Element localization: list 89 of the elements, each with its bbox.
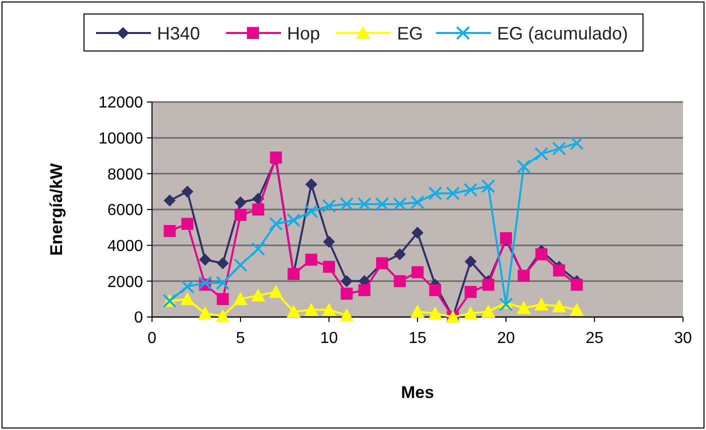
point — [570, 302, 584, 316]
x-tick-label: 10 — [320, 330, 338, 347]
point — [340, 308, 354, 322]
point — [552, 299, 566, 312]
point — [305, 254, 318, 266]
point — [429, 284, 442, 296]
point — [164, 225, 176, 237]
point — [410, 195, 424, 210]
point — [464, 182, 478, 197]
point — [428, 186, 442, 200]
point — [553, 264, 566, 276]
point — [534, 146, 548, 161]
y-tick-label: 10000 — [98, 130, 144, 148]
point — [216, 309, 230, 322]
point — [216, 257, 229, 270]
point — [552, 142, 566, 156]
point — [412, 226, 424, 239]
point — [234, 258, 248, 272]
legend-label: EG (acumulado) — [497, 23, 628, 44]
legend-label: H340 — [157, 23, 200, 44]
y-tick-label: 8000 — [107, 166, 144, 184]
point — [286, 304, 301, 318]
point — [482, 278, 494, 291]
point — [304, 302, 318, 316]
point — [410, 304, 424, 318]
x-tick-label: 0 — [148, 330, 157, 347]
point — [570, 278, 583, 291]
point — [252, 204, 264, 216]
point — [199, 254, 212, 266]
point — [234, 196, 246, 208]
point — [534, 297, 548, 310]
point — [428, 306, 442, 320]
point — [181, 218, 194, 230]
point — [375, 197, 390, 212]
point — [251, 288, 266, 302]
point — [323, 236, 335, 248]
point — [286, 213, 301, 228]
point — [516, 160, 531, 174]
point — [198, 276, 212, 290]
x-tick-label: 25 — [586, 330, 604, 347]
y-tick-label: 12000 — [98, 94, 144, 112]
point — [340, 197, 354, 212]
point — [394, 248, 406, 260]
y-axis-title: Energía/kW — [47, 162, 66, 256]
point — [340, 288, 353, 300]
point — [216, 293, 229, 306]
x-tick-label: 15 — [408, 330, 426, 347]
point — [535, 248, 548, 260]
point — [322, 198, 336, 213]
legend-label: Hop — [287, 23, 320, 44]
point — [358, 284, 370, 296]
point — [394, 275, 406, 288]
point — [481, 304, 496, 318]
point — [392, 197, 407, 212]
legend-label: EG — [397, 23, 424, 44]
y-tick-label: 0 — [134, 310, 144, 327]
point — [234, 292, 248, 306]
x-tick-label: 30 — [674, 330, 692, 347]
point — [322, 302, 336, 316]
x-tick-label: 5 — [236, 330, 246, 347]
point — [198, 306, 212, 320]
y-tick-label: 6000 — [107, 202, 144, 220]
point — [464, 306, 478, 320]
point — [234, 208, 246, 221]
point — [251, 242, 266, 256]
x-axis-title: Mes — [400, 383, 434, 402]
point — [446, 186, 460, 200]
x-tick-label: 20 — [497, 330, 515, 347]
point — [323, 260, 335, 273]
point — [180, 280, 194, 294]
point — [180, 292, 194, 306]
point — [304, 204, 318, 218]
point — [570, 136, 584, 150]
point — [464, 255, 477, 268]
point — [340, 275, 353, 288]
point — [499, 297, 513, 312]
point — [164, 194, 176, 207]
point — [216, 276, 230, 290]
point — [305, 178, 318, 190]
y-tick-label: 2000 — [107, 274, 144, 291]
point — [464, 286, 477, 298]
point — [516, 301, 531, 314]
point — [268, 216, 283, 231]
point — [181, 186, 194, 198]
point — [268, 284, 283, 298]
point — [412, 266, 424, 278]
y-tick-label: 4000 — [107, 238, 144, 255]
point — [357, 197, 372, 212]
point — [481, 179, 496, 194]
